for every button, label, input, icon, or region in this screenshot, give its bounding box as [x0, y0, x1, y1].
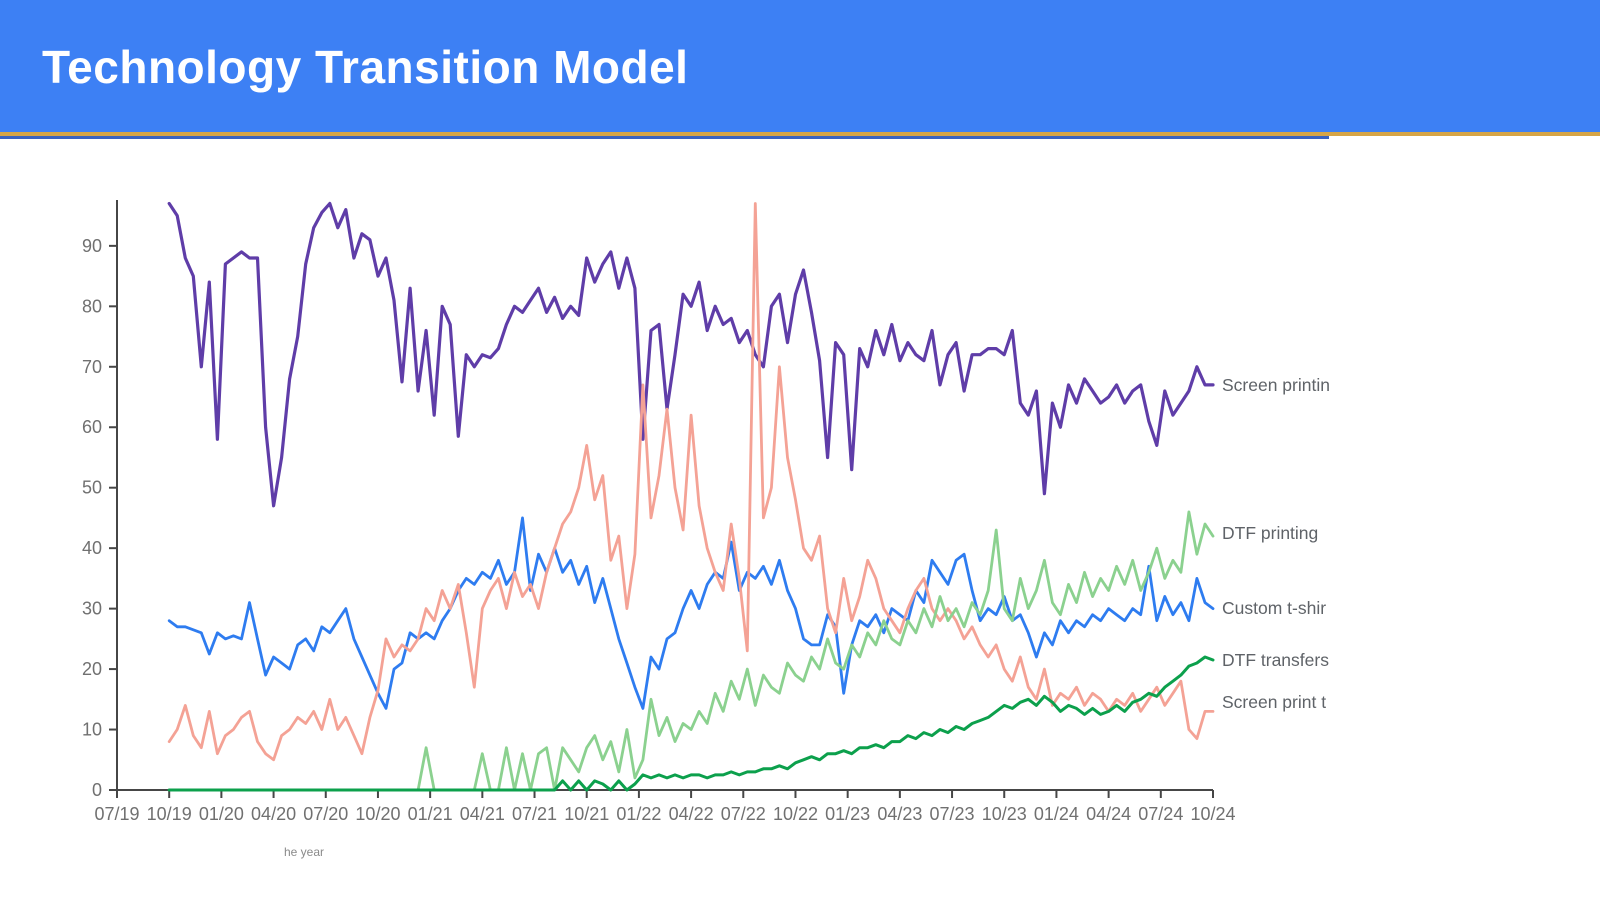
- svg-text:04/23: 04/23: [877, 804, 922, 824]
- svg-text:01/24: 01/24: [1034, 804, 1079, 824]
- legend-label-dtf-printing: DTF printing: [1222, 523, 1319, 543]
- navy-rule: [0, 136, 1329, 139]
- svg-text:04/20: 04/20: [251, 804, 296, 824]
- svg-text:07/23: 07/23: [930, 804, 975, 824]
- svg-text:60: 60: [82, 417, 102, 437]
- svg-text:10/22: 10/22: [773, 804, 818, 824]
- svg-text:10/19: 10/19: [147, 804, 192, 824]
- gold-rule: [0, 132, 1600, 136]
- svg-text:10: 10: [82, 720, 102, 740]
- svg-text:07/24: 07/24: [1138, 804, 1183, 824]
- svg-text:10/23: 10/23: [982, 804, 1027, 824]
- caption-fragment: he year: [284, 845, 325, 859]
- svg-text:90: 90: [82, 236, 102, 256]
- svg-text:01/23: 01/23: [825, 804, 870, 824]
- legend-label-screen-printing: Screen printin: [1222, 375, 1329, 395]
- svg-text:10/20: 10/20: [355, 804, 400, 824]
- svg-text:10/24: 10/24: [1190, 804, 1235, 824]
- svg-text:01/20: 01/20: [199, 804, 244, 824]
- svg-text:01/21: 01/21: [408, 804, 453, 824]
- svg-text:07/19: 07/19: [94, 804, 139, 824]
- trend-line-chart: 0 10 20 30 40 50 60 70 80 90 07/19 10/19 01/20 04/20 0…: [82, 200, 1236, 824]
- svg-text:50: 50: [82, 478, 102, 498]
- svg-text:07/21: 07/21: [512, 804, 557, 824]
- legend-label-custom-t-shirts: Custom t-shir: [1222, 598, 1327, 618]
- svg-text:01/22: 01/22: [616, 804, 661, 824]
- slide-content: 0 10 20 30 40 50 60 70 80 90 07/19 10/19 01/20 04/20 0…: [82, 200, 1329, 859]
- svg-text:07/22: 07/22: [721, 804, 766, 824]
- legend-label-dtf-transfers: DTF transfers: [1222, 650, 1329, 670]
- svg-text:04/22: 04/22: [669, 804, 714, 824]
- svg-text:0: 0: [92, 780, 102, 800]
- svg-text:04/21: 04/21: [460, 804, 505, 824]
- svg-text:80: 80: [82, 296, 102, 316]
- svg-text:70: 70: [82, 357, 102, 377]
- page-title: Technology Transition Model: [42, 41, 689, 93]
- svg-text:04/24: 04/24: [1086, 804, 1131, 824]
- svg-text:10/21: 10/21: [564, 804, 609, 824]
- svg-text:40: 40: [82, 538, 102, 558]
- svg-text:07/20: 07/20: [303, 804, 348, 824]
- svg-text:30: 30: [82, 599, 102, 619]
- svg-text:20: 20: [82, 659, 102, 679]
- header-bar: Technology Transition Model: [0, 0, 1600, 132]
- legend-label-screen-print-transfers: Screen print t: [1222, 692, 1327, 712]
